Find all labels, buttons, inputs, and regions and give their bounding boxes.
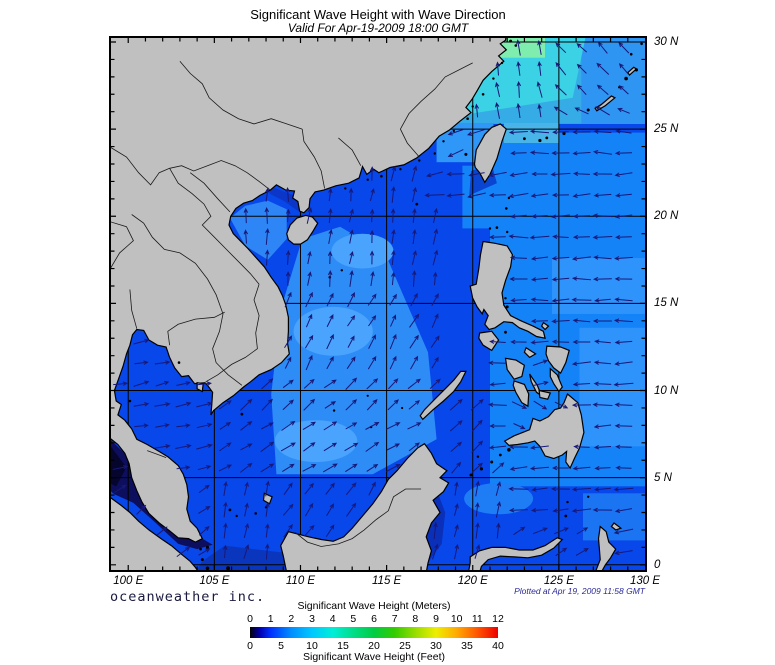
y-axis-tick-label: 0 [654, 558, 661, 571]
meters-scale-value: 11 [471, 613, 483, 625]
map-canvas [109, 36, 647, 572]
oceanweather-logo-text: oceanweather inc. [110, 589, 266, 605]
x-axis-tick-label: 100 E [113, 575, 144, 587]
y-axis-tick-label: 30 N [654, 36, 679, 48]
feet-scale-value: 35 [461, 640, 473, 652]
x-axis-tick-label: 105 E [199, 575, 230, 587]
meters-scale-value: 2 [288, 613, 295, 625]
wave-height-colorbar [250, 627, 498, 638]
y-axis-tick-label: 25 N [654, 123, 679, 136]
feet-scale-value: 10 [306, 640, 318, 652]
valid-time-subtitle: Valid For Apr-19-2009 18:00 GMT [287, 21, 469, 35]
feet-scale-value: 40 [492, 640, 504, 652]
meters-scale-value: 3 [309, 613, 315, 625]
feet-scale-value: 0 [247, 640, 253, 652]
x-axis-tick-label: 130 E [629, 575, 661, 587]
y-axis-tick-label: 20 N [654, 210, 679, 223]
meters-scale-value: 5 [350, 613, 357, 625]
x-axis-tick-label: 120 E [457, 575, 488, 587]
meters-scale-value: 1 [267, 613, 274, 625]
y-axis-tick-label: 10 N [654, 384, 679, 397]
x-axis-tick-label: 115 E [372, 575, 402, 587]
plotted-timestamp: Plotted at Apr 19, 2009 11:58 GMT [514, 586, 645, 596]
feet-scale-value: 25 [399, 640, 411, 652]
meters-scale-value: 12 [492, 613, 504, 625]
feet-scale-value: 15 [337, 640, 349, 652]
legend-meters-title: Significant Wave Height (Meters) [297, 600, 451, 612]
meters-scale-value: 9 [433, 613, 439, 625]
meters-scale-value: 8 [412, 613, 419, 625]
y-axis-tick-label: 15 N [654, 297, 679, 310]
meters-scale-value: 7 [391, 613, 398, 625]
x-axis-tick-label: 125 E [543, 575, 574, 587]
page-title: Significant Wave Height with Wave Direct… [250, 7, 506, 22]
meters-scale-value: 10 [450, 613, 463, 625]
meters-scale-value: 0 [247, 613, 253, 625]
x-axis-tick-label: 110 E [285, 575, 316, 587]
legend-feet-title: Significant Wave Height (Feet) [302, 651, 446, 663]
feet-scale-value: 20 [368, 640, 380, 652]
feet-scale-value: 30 [430, 640, 442, 652]
y-axis-tick-label: 5 N [654, 471, 672, 484]
meters-scale-value: 6 [371, 613, 377, 625]
meters-scale-value: 4 [329, 613, 336, 625]
wave-map-svg [111, 38, 645, 570]
feet-scale-value: 5 [278, 640, 284, 652]
